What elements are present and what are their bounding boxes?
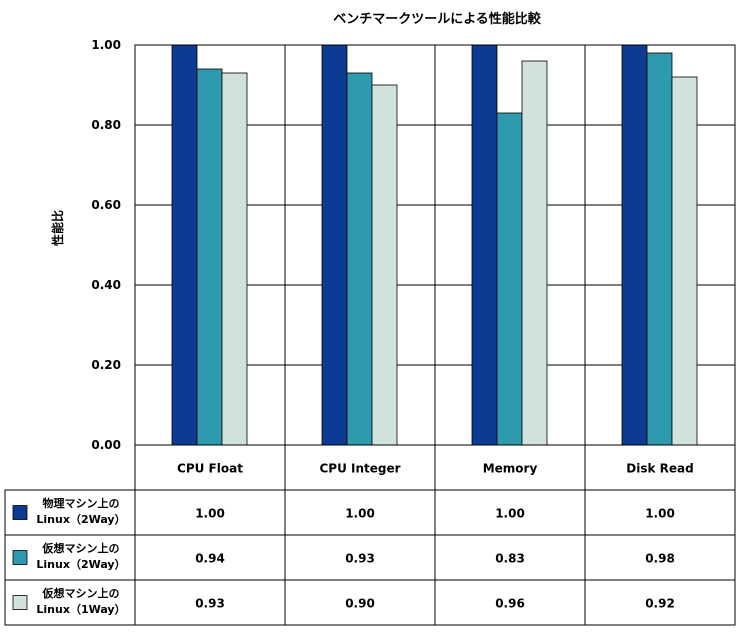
table-value-cell: 0.94 — [195, 552, 225, 566]
y-tick-label: 0.40 — [91, 278, 121, 292]
y-tick-label: 0.80 — [91, 118, 121, 132]
legend-label: 仮想マシン上の — [42, 586, 120, 600]
bar — [496, 112, 523, 446]
category-label: Memory — [483, 462, 538, 476]
legend-label: 仮想マシン上の — [42, 541, 120, 555]
bar — [371, 84, 398, 446]
legend-label: Linux（2Way） — [36, 558, 125, 571]
category-label: CPU Integer — [319, 462, 400, 476]
table-value-cell: 0.83 — [495, 552, 525, 566]
y-axis-label: 性能比 — [50, 210, 65, 247]
data-table: CPU Float CPU Integer Memory Disk Read 物理マシン… — [4, 444, 736, 626]
category-label: Disk Read — [626, 462, 693, 476]
y-tick-labels: 0.00 0.20 0.40 0.60 0.80 1.00 — [91, 38, 121, 452]
category-label: CPU Float — [177, 462, 243, 476]
y-tick-label: 0.20 — [91, 358, 121, 372]
y-tick-label: 0.60 — [91, 198, 121, 212]
bars-group — [135, 44, 735, 446]
legend-label: Linux（2Way） — [36, 513, 125, 526]
table-value-cell: 1.00 — [645, 507, 675, 521]
bar — [321, 44, 348, 446]
table-value-cell: 1.00 — [195, 507, 225, 521]
bar — [346, 72, 373, 446]
table-value-cell: 0.93 — [195, 597, 225, 611]
table-value-cell: 1.00 — [495, 507, 525, 521]
y-tick-label: 0.00 — [91, 438, 121, 452]
table-value-cell: 0.96 — [495, 597, 525, 611]
table-value-cell: 0.90 — [345, 597, 375, 611]
legend-swatch — [12, 550, 28, 565]
bar — [196, 68, 223, 446]
legend-label: Linux（1Way） — [36, 603, 125, 616]
bar — [471, 44, 498, 446]
bar — [171, 44, 198, 446]
bar — [646, 52, 673, 446]
legend-swatch — [12, 595, 28, 610]
bar — [221, 72, 248, 446]
table-value-cell: 0.93 — [345, 552, 375, 566]
legend-swatch — [12, 505, 28, 520]
table-value-cell: 1.00 — [345, 507, 375, 521]
legend-label: 物理マシン上の — [43, 496, 120, 510]
table-value-cell: 0.92 — [645, 597, 675, 611]
chart-title: ベンチマークツールによる性能比較 — [333, 11, 542, 27]
table-value-cell: 0.98 — [645, 552, 675, 566]
bar — [621, 44, 648, 446]
bar — [671, 76, 698, 446]
y-tick-label: 1.00 — [91, 38, 121, 52]
bar — [521, 60, 548, 446]
